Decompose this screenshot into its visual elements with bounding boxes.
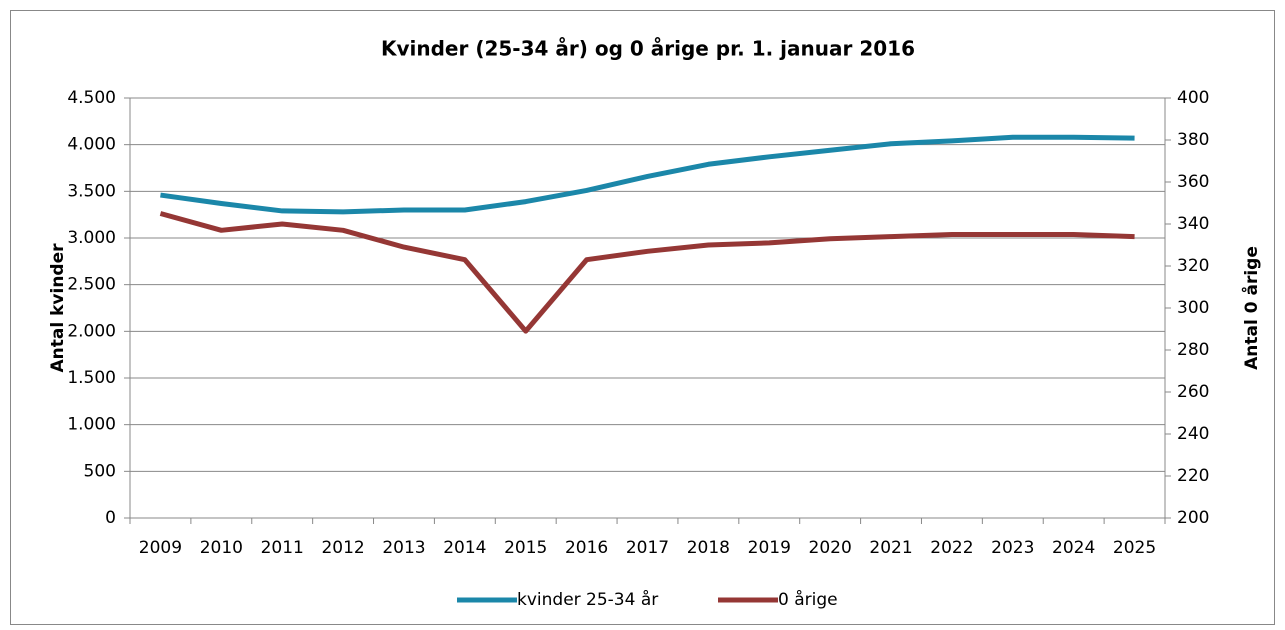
series-line [159, 211, 1135, 334]
x-tick-label: 2018 [687, 538, 730, 558]
x-tick-label: 2025 [1113, 538, 1156, 558]
y-tick-label: 3.500 [67, 181, 116, 201]
y2-axis-title: Antal 0 årige [1240, 246, 1262, 370]
x-tick-label: 2017 [626, 538, 669, 558]
legend-label: 0 årige [778, 589, 838, 610]
x-tick-label: 2023 [991, 538, 1034, 558]
y2-tick-label: 260 [1177, 382, 1209, 402]
y2-tick-label: 340 [1177, 214, 1209, 234]
legend-label: kvinder 25-34 år [517, 589, 658, 610]
y-tick-label: 0 [105, 508, 116, 528]
series-line [160, 134, 1135, 215]
y2-tick-label: 200 [1177, 508, 1209, 528]
y-tick-label: 4.500 [67, 88, 116, 108]
x-tick-label: 2022 [930, 538, 973, 558]
y2-tick-label: 400 [1177, 88, 1209, 108]
y2-tick-label: 360 [1177, 172, 1209, 192]
chart-border [10, 10, 1275, 625]
y-tick-label: 1.000 [67, 415, 116, 435]
y-tick-label: 2.500 [67, 275, 116, 295]
x-tick-label: 2024 [1052, 538, 1095, 558]
x-tick-label: 2014 [443, 538, 486, 558]
x-tick-label: 2010 [200, 538, 243, 558]
y-tick-label: 4.000 [67, 135, 116, 155]
x-tick-label: 2021 [869, 538, 912, 558]
x-tick-label: 2009 [139, 538, 182, 558]
y-tick-label: 3.000 [67, 228, 116, 248]
y2-tick-label: 280 [1177, 340, 1209, 360]
x-tick-label: 2012 [321, 538, 364, 558]
x-tick-label: 2011 [261, 538, 304, 558]
y2-tick-label: 240 [1177, 424, 1209, 444]
y2-tick-label: 300 [1177, 298, 1209, 318]
y-axis-title: Antal kvinder [48, 243, 68, 373]
y-tick-label: 500 [84, 461, 116, 481]
y-tick-label: 1.500 [67, 368, 116, 388]
x-tick-label: 2020 [809, 538, 852, 558]
y-tick-label: 2.000 [67, 321, 116, 341]
x-tick-label: 2015 [504, 538, 547, 558]
x-tick-label: 2019 [748, 538, 791, 558]
y2-tick-label: 220 [1177, 466, 1209, 486]
x-tick-label: 2016 [565, 538, 608, 558]
chart-title: Kvinder (25-34 år) og 0 årige pr. 1. jan… [381, 37, 915, 61]
x-tick-label: 2013 [382, 538, 425, 558]
y2-tick-label: 380 [1177, 130, 1209, 150]
y2-tick-label: 320 [1177, 256, 1209, 276]
